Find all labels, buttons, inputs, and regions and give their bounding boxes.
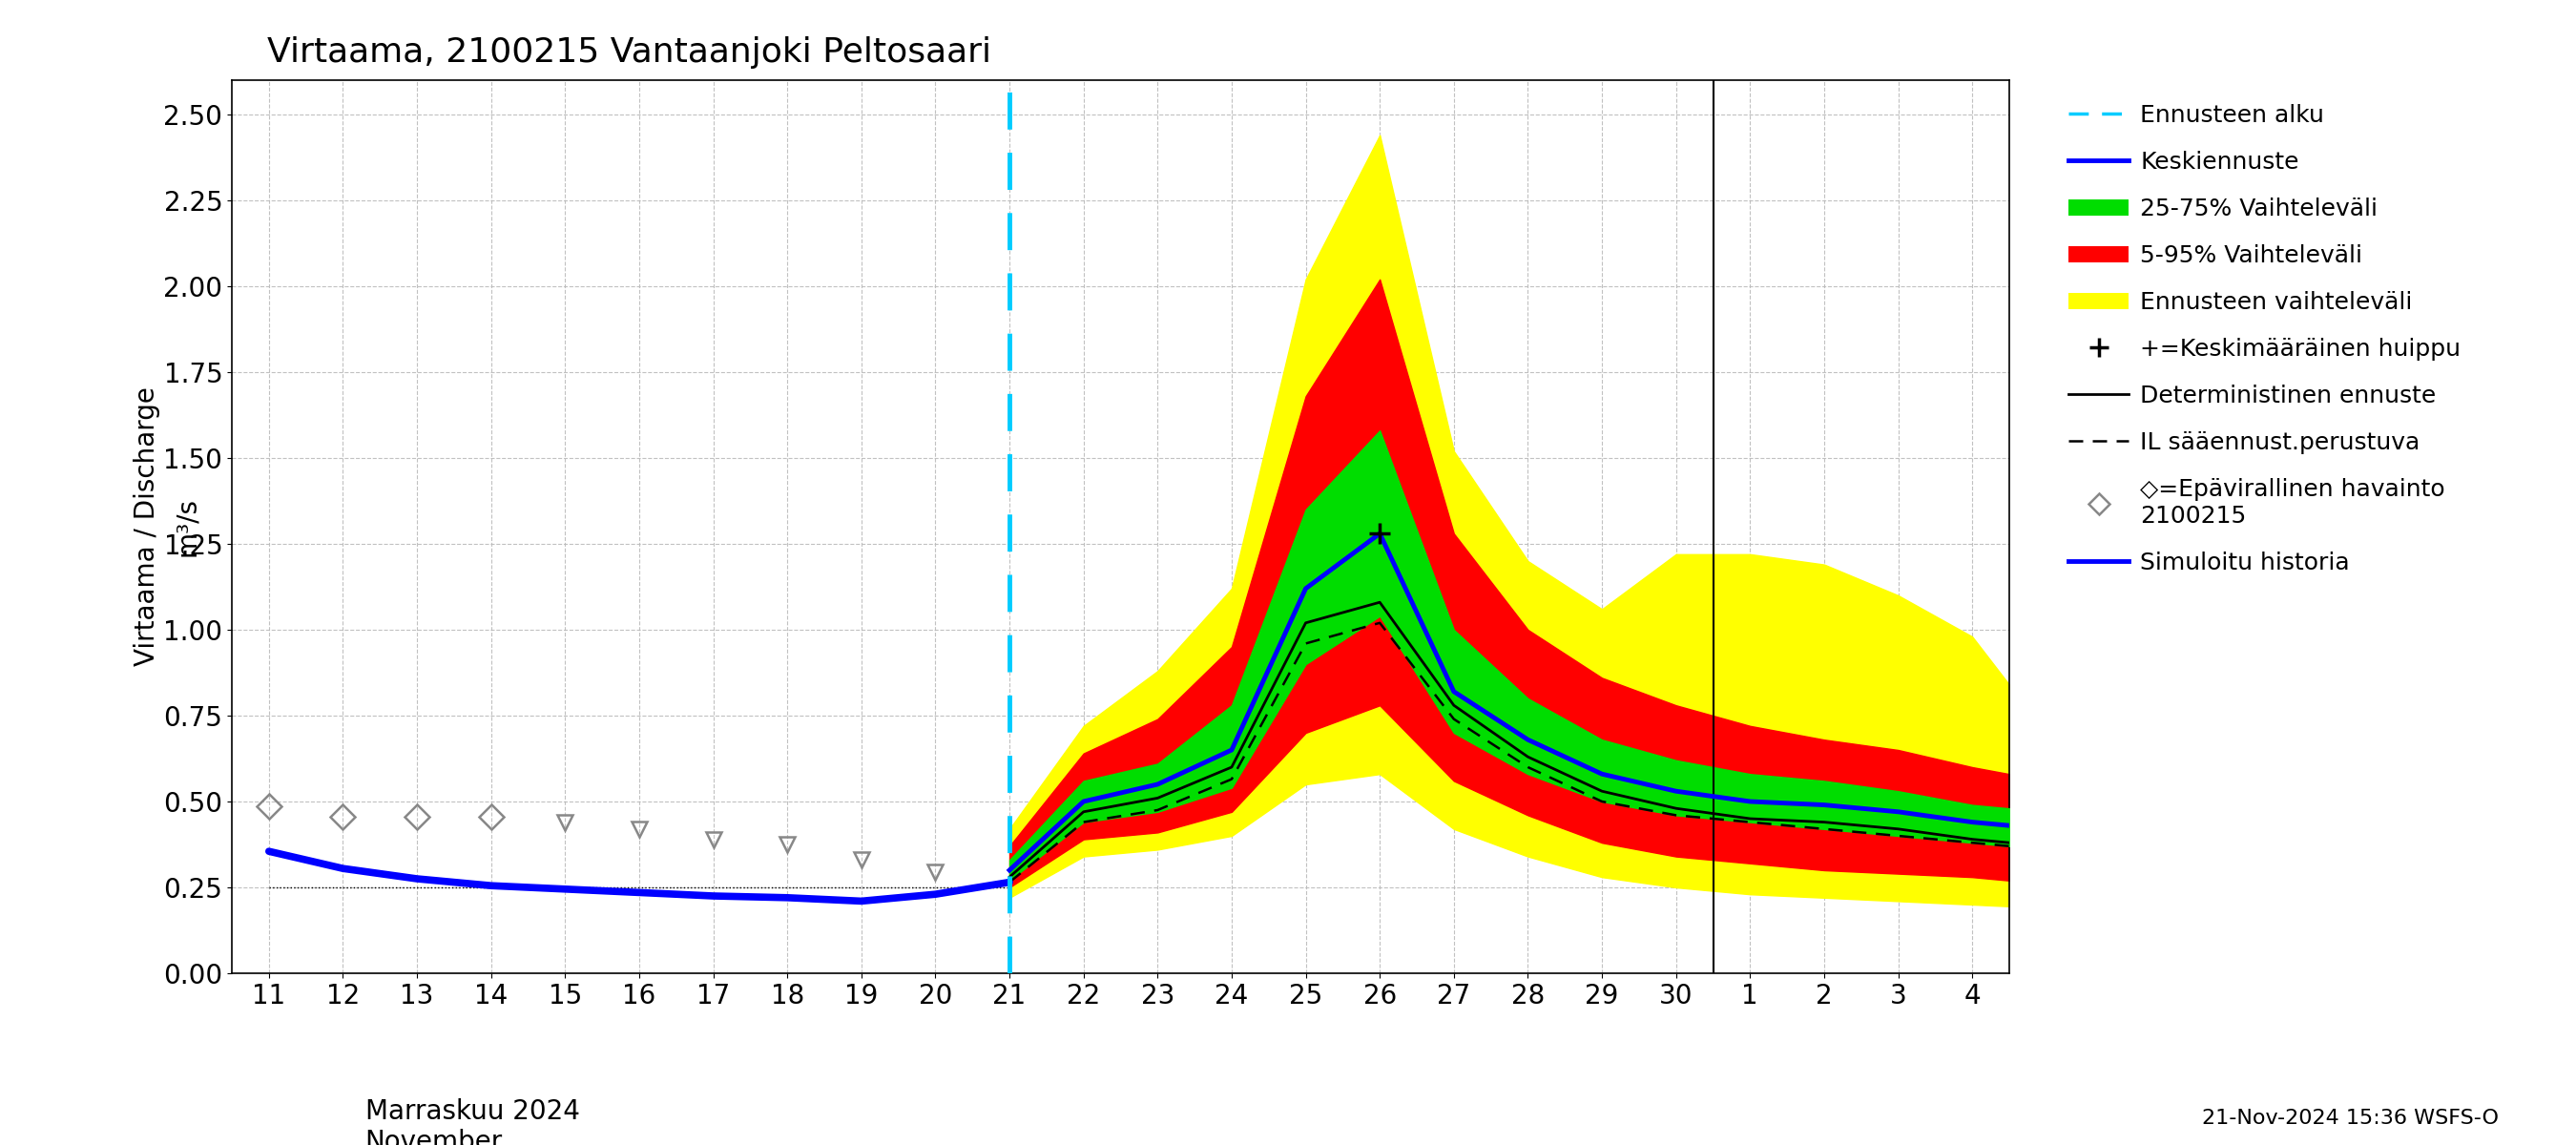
Text: Marraskuu 2024
November: Marraskuu 2024 November [366, 1098, 580, 1145]
Legend: Ennusteen alku, Keskiennuste, 25-75% Vaihteleväli, 5-95% Vaihteleväli, Ennusteen: Ennusteen alku, Keskiennuste, 25-75% Vai… [2056, 92, 2473, 586]
Text: m³/s: m³/s [175, 497, 201, 556]
Text: 21-Nov-2024 15:36 WSFS-O: 21-Nov-2024 15:36 WSFS-O [2202, 1108, 2499, 1128]
Text: Virtaama / Discharge: Virtaama / Discharge [134, 387, 160, 666]
Text: Virtaama, 2100215 Vantaanjoki Peltosaari: Virtaama, 2100215 Vantaanjoki Peltosaari [268, 35, 992, 69]
